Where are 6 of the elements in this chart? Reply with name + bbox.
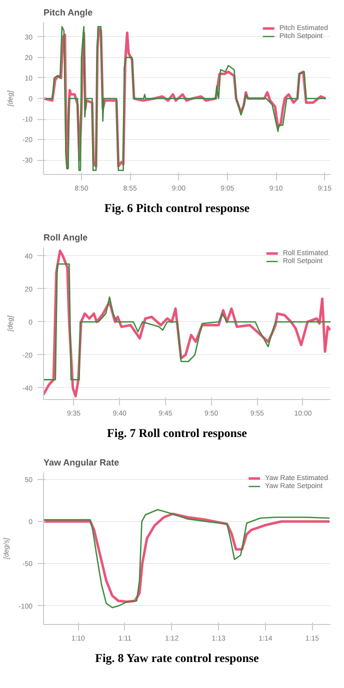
chart-title: Yaw Angular Rate bbox=[44, 458, 120, 468]
chart-title: Roll Angle bbox=[44, 232, 88, 242]
caption: Fig. 7 Roll control response bbox=[107, 425, 247, 442]
caption: Fig. 6 Pitch control response bbox=[104, 200, 250, 217]
chart-title: Pitch Angle bbox=[44, 8, 93, 18]
caption: Fig. 8 Yaw rate control response bbox=[95, 650, 259, 667]
